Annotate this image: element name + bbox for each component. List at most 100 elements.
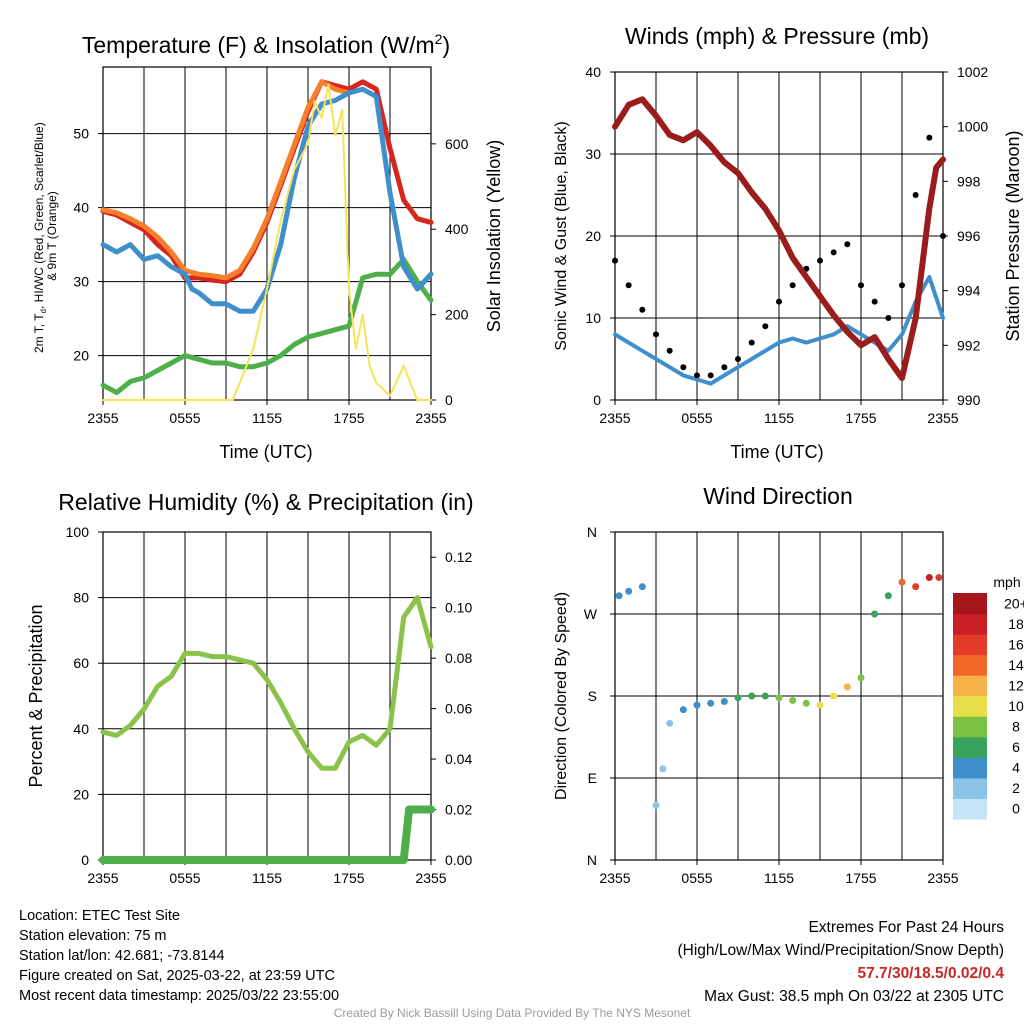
temp-ytick-label: 20 <box>73 348 89 364</box>
wind-y2-ytick-label: 992 <box>957 337 981 353</box>
created-text: Figure created on Sat, 2025-03-22, at 23… <box>19 968 335 984</box>
extremes-legend: (High/Low/Max Wind/Precipitation/Snow De… <box>677 942 1005 959</box>
dir-title: Wind Direction <box>703 483 853 509</box>
rh-title: Relative Humidity (%) & Precipitation (i… <box>58 489 473 515</box>
temp-y2-ytick-label: 0 <box>445 392 453 408</box>
location-text: Location: ETEC Test Site <box>19 908 180 924</box>
direction-point <box>816 701 824 709</box>
dir-xtick-label: 2355 <box>927 870 958 886</box>
rh-y2-ytick-label: 0.06 <box>445 701 472 717</box>
dir-ylabel: Direction (Colored By Speed) <box>553 592 570 800</box>
gust-point <box>776 298 782 305</box>
colorbar-swatch <box>953 736 987 758</box>
dir-ytick-label: S <box>588 688 597 704</box>
direction-point <box>789 697 797 705</box>
gust-point <box>653 331 659 338</box>
wind-panel: Winds (mph) & Pressure (mb) 0 10 20 30 40 990… <box>553 23 1023 462</box>
gust-point <box>830 249 837 256</box>
temp-ytick-label: 50 <box>73 126 89 142</box>
gust-point <box>666 347 673 354</box>
colorbar-label: 18 <box>1008 616 1024 632</box>
wind-ytick-label: 40 <box>585 64 601 80</box>
colorbar-label: 10 <box>1008 698 1024 714</box>
wind-xtick-label: 2355 <box>927 410 958 426</box>
temp-title: Temperature (F) & Insolation (W/m2) <box>82 31 450 58</box>
dir-ytick-label: E <box>588 770 597 786</box>
temp-ylabel2: Solar Insolation (Yellow) <box>484 140 504 332</box>
gust-point <box>871 298 878 305</box>
temp-y2-ytick-label: 400 <box>445 221 469 237</box>
colorbar-label: 2 <box>1012 780 1020 796</box>
gust-point <box>639 306 646 313</box>
temp-ytick-label: 30 <box>73 274 89 290</box>
rh-y2-ytick-label: 0.04 <box>445 751 472 767</box>
temp-xtick-label: 2355 <box>415 410 446 426</box>
rh-xtick-label: 2355 <box>415 870 446 886</box>
rh-y2-ytick-label: 0.02 <box>445 802 472 818</box>
direction-point <box>830 692 838 700</box>
colorbar-swatch <box>953 777 987 799</box>
wind-title: Winds (mph) & Pressure (mb) <box>625 23 929 49</box>
temp-xtick-label: 2355 <box>87 410 118 426</box>
gust-point <box>612 257 618 264</box>
wind-ytick-label: 10 <box>585 310 601 326</box>
direction-point <box>935 574 943 582</box>
temp-y2-ytick-label: 200 <box>445 307 469 323</box>
gust-point <box>844 241 851 248</box>
direction-point <box>925 574 933 582</box>
max-gust-text: Max Gust: 38.5 mph On 03/22 at 2305 UTC <box>704 988 1004 1005</box>
gust-point <box>858 282 864 289</box>
wind-ytick-label: 0 <box>593 392 601 408</box>
elevation-text: Station elevation: 75 m <box>19 928 167 944</box>
colorbar-swatch <box>953 716 987 738</box>
direction-point <box>659 765 667 773</box>
direction-point <box>666 719 674 727</box>
gust-point <box>912 192 919 198</box>
gust-point <box>885 315 892 321</box>
rh-xtick-label: 1155 <box>252 870 282 886</box>
temp-xtick-label: 1755 <box>333 410 364 426</box>
gust-point <box>762 323 769 330</box>
direction-point <box>734 694 742 702</box>
direction-point <box>898 578 906 586</box>
colorbar-label: 20+ <box>1004 595 1024 611</box>
series-hi-wc <box>100 86 434 314</box>
gust-point <box>789 282 796 289</box>
rh-y2-ytick-label: 0.12 <box>445 549 472 565</box>
colorbar: 0 2 4 6 8 10 12 14 16 18 20+ <box>953 593 1024 820</box>
colorbar-label: 8 <box>1012 719 1020 735</box>
rh-ytick-label: 60 <box>73 655 89 671</box>
colorbar-swatch <box>953 757 987 779</box>
temp-ytick-label: 40 <box>73 200 89 216</box>
rh-ytick-label: 20 <box>73 786 89 802</box>
rh-xtick-label: 2355 <box>87 870 118 886</box>
temp-y2-ytick-label: 600 <box>445 136 469 152</box>
direction-point <box>615 592 623 600</box>
direction-point <box>748 692 756 700</box>
wind-y2-ytick-label: 996 <box>957 228 981 244</box>
dir-xtick-label: 1755 <box>845 870 876 886</box>
gust-point <box>748 339 755 346</box>
series-td <box>100 256 434 396</box>
series-precipitation <box>99 805 435 864</box>
rh-xtick-label: 1755 <box>333 870 364 886</box>
direction-point <box>638 583 646 591</box>
colorbar-label: 16 <box>1008 636 1024 652</box>
colorbar-swatch <box>953 593 987 615</box>
colorbar-swatch <box>953 798 987 820</box>
humidity-panel: Relative Humidity (%) & Precipitation (i… <box>26 489 474 886</box>
rh-ytick-label: 100 <box>66 524 90 540</box>
wind-xtick-label: 2355 <box>599 410 630 426</box>
rh-ytick-label: 40 <box>73 721 89 737</box>
rh-ytick-label: 0 <box>81 852 89 868</box>
temp-xlabel: Time (UTC) <box>219 442 312 462</box>
colorbar-label: 4 <box>1012 760 1020 776</box>
gust-point <box>707 372 714 379</box>
rh-ylabel: Percent & Precipitation <box>26 604 46 787</box>
gust-point <box>926 134 933 141</box>
rh-y2-ytick-label: 0.00 <box>445 852 472 868</box>
station-info: Location: ETEC Test Site Station elevati… <box>19 906 339 1006</box>
dir-xtick-label: 2355 <box>599 870 630 886</box>
rh-y2-ytick-label: 0.08 <box>445 650 472 666</box>
